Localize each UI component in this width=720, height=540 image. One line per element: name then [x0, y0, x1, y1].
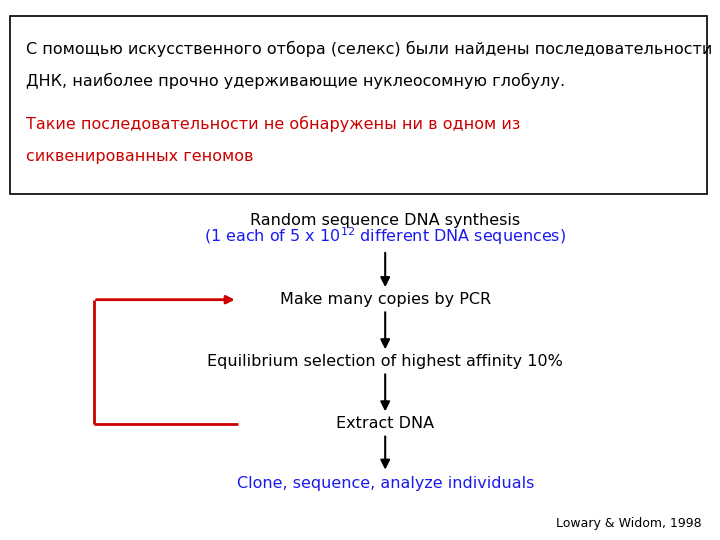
Text: (1 each of 5 x 10$^{12}$ different DNA sequences): (1 each of 5 x 10$^{12}$ different DNA s…: [204, 226, 566, 247]
Text: ДНК, наиболее прочно удерживающие нуклеосомную глобулу.: ДНК, наиболее прочно удерживающие нуклео…: [26, 73, 565, 89]
Text: С помощью искусственного отбора (селекс) были найдены последовательности: С помощью искусственного отбора (селекс)…: [26, 40, 712, 57]
Text: Equilibrium selection of highest affinity 10%: Equilibrium selection of highest affinit…: [207, 354, 563, 369]
FancyBboxPatch shape: [10, 16, 707, 194]
Text: Extract DNA: Extract DNA: [336, 416, 434, 431]
Text: сиквенированных геномов: сиквенированных геномов: [26, 148, 253, 164]
Text: Такие последовательности не обнаружены ни в одном из: Такие последовательности не обнаружены н…: [26, 116, 521, 132]
Text: Random sequence DNA synthesis: Random sequence DNA synthesis: [250, 213, 521, 228]
Text: Make many copies by PCR: Make many copies by PCR: [279, 292, 491, 307]
Text: Clone, sequence, analyze individuals: Clone, sequence, analyze individuals: [236, 476, 534, 491]
Text: Lowary & Widom, 1998: Lowary & Widom, 1998: [557, 517, 702, 530]
